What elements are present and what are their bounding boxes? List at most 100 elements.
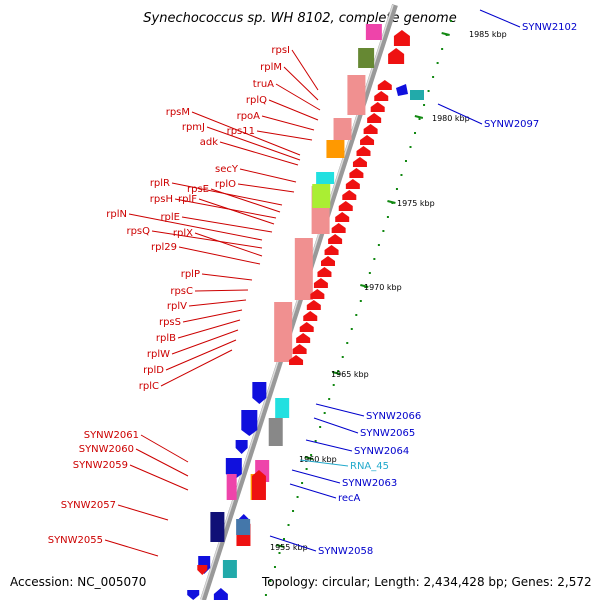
label-connector <box>237 183 295 193</box>
tick-label: 1965 kbp <box>331 370 369 379</box>
gene-arrow <box>310 289 325 299</box>
tick-dot <box>382 230 385 232</box>
label-connector <box>291 469 341 484</box>
tick-dot <box>427 90 430 92</box>
gene-label-rplc: rplC <box>139 381 159 392</box>
gene-arrow <box>289 355 304 365</box>
tick-dot <box>273 566 276 568</box>
label-connector <box>181 216 273 233</box>
left-label-connectors <box>104 49 321 557</box>
gene-label-secy: secY <box>215 164 239 175</box>
gene-arrow <box>352 157 367 167</box>
gene-arrow <box>187 590 200 600</box>
label-connector <box>104 539 159 557</box>
accession-text: Accession: NC_005070 <box>10 575 146 589</box>
label-connector <box>261 115 315 131</box>
label-connector <box>219 141 299 166</box>
gene-label-rplq: rplQ <box>246 95 267 106</box>
gene-label-synw2059: SYNW2059 <box>73 460 128 471</box>
tick-dot <box>450 20 453 22</box>
gene-arrow <box>303 311 318 321</box>
gene-block <box>268 418 283 446</box>
gene-features <box>187 24 424 600</box>
label-connector <box>291 49 319 91</box>
tick-dot <box>436 62 439 64</box>
gene-arrow <box>251 470 266 500</box>
tick-dot <box>269 580 272 582</box>
gene-label-rpmj: rpmJ <box>182 122 205 133</box>
tick-mark <box>304 456 314 460</box>
label-connector <box>165 339 237 371</box>
gene-arrow <box>377 80 392 90</box>
tick-dot <box>292 510 295 512</box>
tick-dot <box>341 356 344 358</box>
gene-block <box>365 24 382 40</box>
gene-label-rplo: rplO <box>215 179 236 190</box>
gene-label-rplp: rplP <box>181 269 200 280</box>
gene-label-rpsh: rpsH <box>150 194 173 205</box>
gene-arrow <box>349 168 364 178</box>
label-connector <box>256 130 313 141</box>
label-connector <box>313 417 359 434</box>
label-connector <box>140 434 189 463</box>
gene-arrow <box>324 245 339 255</box>
tick-dot <box>296 496 299 498</box>
label-connector <box>129 464 189 491</box>
gene-arrow <box>356 146 371 156</box>
label-connector <box>182 309 243 323</box>
gene-block <box>312 184 331 208</box>
gene-arrow <box>299 322 314 332</box>
tick-dot <box>337 370 340 372</box>
tick-mark <box>414 115 424 119</box>
gene-block <box>326 140 345 158</box>
tick-dot <box>418 118 421 120</box>
tick-mark <box>332 371 341 375</box>
label-connector <box>174 198 277 219</box>
gene-label-synw2060: SYNW2060 <box>79 444 134 455</box>
label-connector <box>268 99 319 121</box>
gene-block <box>333 118 352 140</box>
label-connector <box>194 289 249 292</box>
gene-label-synw2066: SYNW2066 <box>366 411 421 422</box>
gene-arrow <box>331 223 346 233</box>
tick-dot <box>350 328 353 330</box>
tick-dot <box>305 468 308 470</box>
label-connector <box>239 168 297 183</box>
right-labels: SYNW2102 SYNW2097 SYNW2066 SYNW2065 SYNW2064… <box>318 22 577 557</box>
label-connector <box>275 83 321 111</box>
tick-dot <box>373 258 376 260</box>
gene-label-synw2102: SYNW2102 <box>522 22 577 33</box>
gene-label-synw2057: SYNW2057 <box>61 500 116 511</box>
gene-label-rplv: rplV <box>167 301 187 312</box>
tick-dot <box>368 272 371 274</box>
gene-arrow <box>342 190 357 200</box>
gene-block <box>347 75 366 115</box>
label-connector <box>171 329 239 355</box>
label-connector <box>135 448 189 477</box>
gene-arrow <box>345 179 360 189</box>
tick-dot <box>404 160 407 162</box>
tick-dot <box>301 482 304 484</box>
gene-arrow <box>313 278 328 288</box>
tick-mark <box>441 32 450 36</box>
tick-dot <box>346 342 349 344</box>
tick-label: 1975 kbp <box>397 199 435 208</box>
tick-dot <box>386 216 389 218</box>
gene-label-synw2055: SYNW2055 <box>48 535 103 546</box>
tick-dot <box>332 384 335 386</box>
tick-dot <box>314 440 317 442</box>
tick-dot <box>310 454 313 456</box>
gene-arrow <box>328 234 343 244</box>
label-connector <box>206 126 301 161</box>
gene-arrow <box>338 201 353 211</box>
tick-mark <box>360 284 369 288</box>
tick-dot <box>395 188 398 190</box>
label-connector <box>210 188 281 213</box>
gene-label-rplr: rplR <box>150 178 170 189</box>
tick-dot <box>441 48 444 50</box>
gene-arrow <box>374 91 389 101</box>
label-connector <box>188 299 247 307</box>
gene-arrow <box>241 410 258 436</box>
gene-label-synw2063: SYNW2063 <box>342 478 397 489</box>
